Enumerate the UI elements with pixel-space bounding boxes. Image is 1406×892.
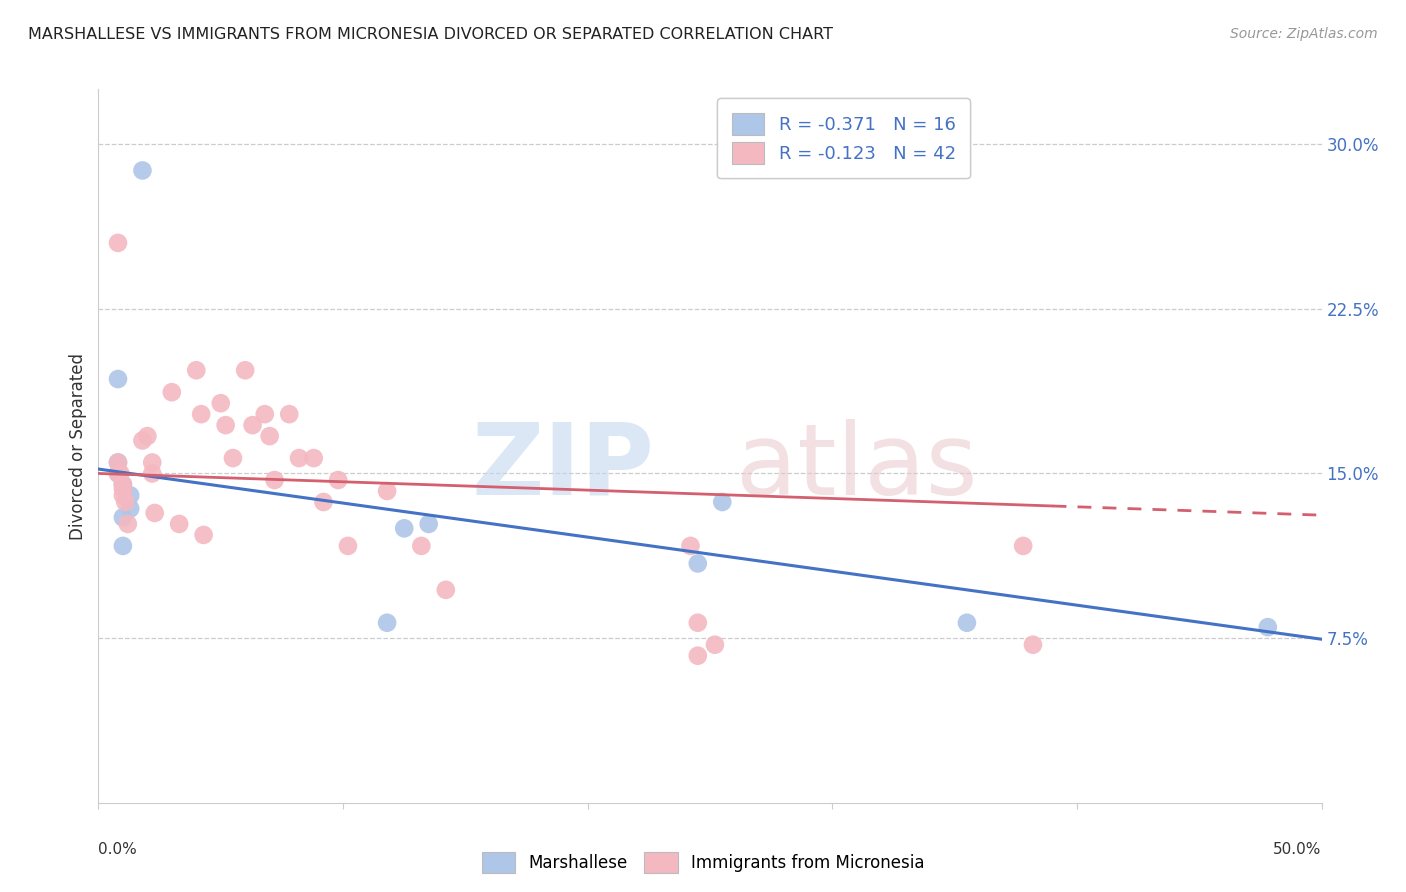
Point xyxy=(111,482,134,496)
Point xyxy=(131,163,153,178)
Y-axis label: Divorced or Separated: Divorced or Separated xyxy=(69,352,87,540)
Point xyxy=(193,528,215,542)
Point xyxy=(302,451,325,466)
Text: atlas: atlas xyxy=(735,419,977,516)
Point xyxy=(263,473,285,487)
Point xyxy=(956,615,979,630)
Point xyxy=(136,429,159,443)
Point xyxy=(375,483,398,498)
Point xyxy=(111,477,134,491)
Point xyxy=(328,473,350,487)
Point xyxy=(1022,638,1045,652)
Point xyxy=(1012,539,1035,553)
Point xyxy=(288,451,311,466)
Point xyxy=(209,396,232,410)
Point xyxy=(418,516,440,531)
Point xyxy=(392,521,416,535)
Point xyxy=(107,455,129,469)
Text: ZIP: ZIP xyxy=(472,419,655,516)
Point xyxy=(107,372,129,386)
Point xyxy=(242,418,264,433)
Legend: R = -0.371   N = 16, R = -0.123   N = 42: R = -0.371 N = 16, R = -0.123 N = 42 xyxy=(717,98,970,178)
Point xyxy=(107,235,129,250)
Text: 50.0%: 50.0% xyxy=(1274,842,1322,857)
Text: MARSHALLESE VS IMMIGRANTS FROM MICRONESIA DIVORCED OR SEPARATED CORRELATION CHAR: MARSHALLESE VS IMMIGRANTS FROM MICRONESI… xyxy=(28,27,834,42)
Point xyxy=(312,495,335,509)
Legend: Marshallese, Immigrants from Micronesia: Marshallese, Immigrants from Micronesia xyxy=(475,846,931,880)
Point xyxy=(679,539,702,553)
Point xyxy=(278,407,301,421)
Point xyxy=(107,467,129,481)
Point xyxy=(1257,620,1279,634)
Point xyxy=(143,506,166,520)
Point xyxy=(222,451,245,466)
Point xyxy=(711,495,734,509)
Point xyxy=(186,363,208,377)
Text: Source: ZipAtlas.com: Source: ZipAtlas.com xyxy=(1230,27,1378,41)
Point xyxy=(111,477,134,491)
Point xyxy=(111,539,134,553)
Point xyxy=(111,510,134,524)
Point xyxy=(375,615,398,630)
Point xyxy=(120,488,142,502)
Point xyxy=(110,467,132,481)
Point xyxy=(336,539,359,553)
Point xyxy=(686,648,709,663)
Point xyxy=(434,582,457,597)
Point xyxy=(686,615,709,630)
Point xyxy=(214,418,236,433)
Point xyxy=(167,516,190,531)
Point xyxy=(190,407,212,421)
Point xyxy=(253,407,276,421)
Text: 0.0%: 0.0% xyxy=(98,842,138,857)
Point xyxy=(107,467,129,481)
Point xyxy=(160,385,183,400)
Point xyxy=(117,516,139,531)
Point xyxy=(114,495,136,509)
Point xyxy=(131,434,153,448)
Point xyxy=(141,455,163,469)
Point xyxy=(703,638,725,652)
Point xyxy=(111,488,134,502)
Point xyxy=(411,539,433,553)
Point xyxy=(686,557,709,571)
Point xyxy=(107,455,129,469)
Point xyxy=(141,467,163,481)
Point xyxy=(259,429,281,443)
Point xyxy=(120,501,142,516)
Point xyxy=(233,363,256,377)
